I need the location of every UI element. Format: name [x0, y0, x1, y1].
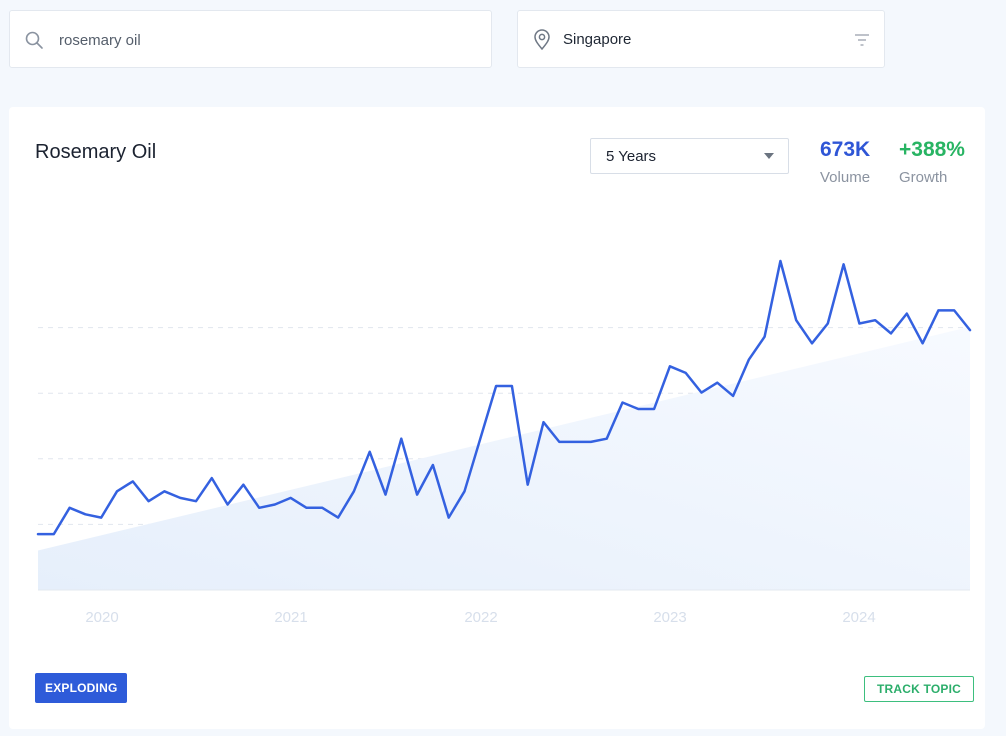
chevron-down-icon [764, 153, 774, 159]
time-range-label: 5 Years [606, 148, 657, 165]
trend-chart: 2020 2021 2022 2023 2024 [36, 259, 972, 626]
x-tick-label: 2022 [464, 609, 497, 626]
x-tick-label: 2021 [274, 609, 307, 626]
search-icon [25, 31, 43, 49]
trend-area [38, 326, 970, 590]
location-pin-icon [534, 29, 550, 51]
growth-stat: +388% Growth [899, 137, 965, 186]
volume-stat: 673K Volume [820, 137, 870, 186]
search-input[interactable] [57, 25, 461, 55]
volume-value: 673K [820, 138, 871, 161]
growth-value: +388% [899, 138, 965, 161]
x-tick-label: 2024 [842, 609, 875, 626]
series-line [36, 259, 972, 536]
growth-label: Growth [899, 169, 948, 186]
trend-card: 2020 2021 2022 2023 2024 Rosemary Oil 5 Year… [9, 107, 985, 729]
track-topic-button[interactable]: TRACK TOPIC [864, 676, 974, 702]
x-tick-label: 2023 [653, 609, 686, 626]
location-select[interactable]: Singapore [517, 10, 885, 68]
topic-title: Rosemary Oil [35, 141, 157, 163]
time-range-dropdown[interactable]: 5 Years [590, 138, 789, 174]
filter-icon[interactable] [855, 34, 869, 46]
location-label: Singapore [563, 31, 632, 48]
exploding-badge: EXPLODING [35, 673, 128, 703]
volume-label: Volume [820, 169, 871, 186]
x-tick-label: 2020 [85, 609, 118, 626]
search-box[interactable] [9, 10, 492, 68]
